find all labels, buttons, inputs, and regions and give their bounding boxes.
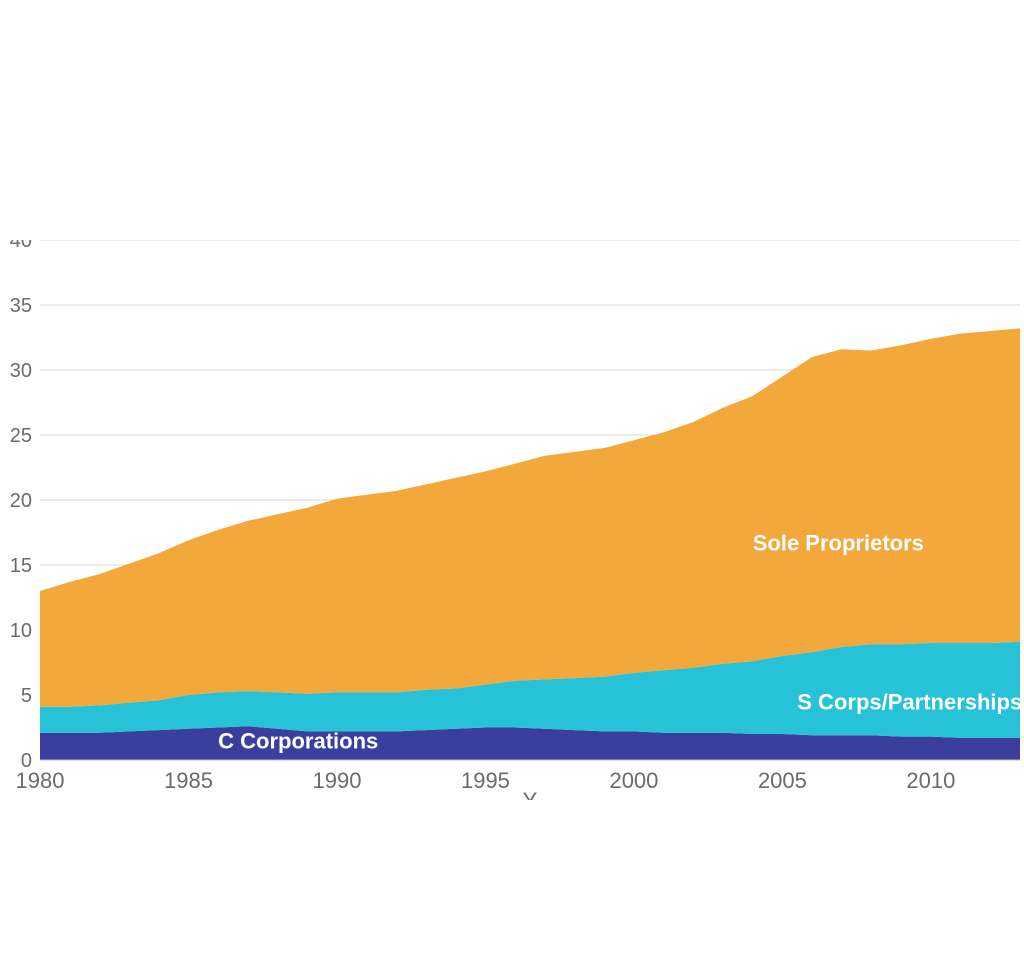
- x-tick-label: 1995: [461, 768, 510, 793]
- x-axis-label-cut: Y: [523, 788, 538, 800]
- y-tick-label: 20: [10, 490, 32, 512]
- y-tick-label: 30: [10, 360, 32, 382]
- x-tick-label: 1980: [16, 768, 65, 793]
- x-tick-label: 2010: [906, 768, 955, 793]
- y-tick-label: 35: [10, 295, 32, 317]
- series-label-s-corps-partnerships: S Corps/Partnerships: [797, 689, 1022, 714]
- y-tick-label: 5: [21, 685, 32, 707]
- x-tick-label: 1990: [312, 768, 361, 793]
- series-label-c-corporations: C Corporations: [218, 728, 378, 753]
- x-tick-label: 2005: [758, 768, 807, 793]
- y-tick-label: 40: [10, 240, 32, 252]
- y-tick-label: 10: [10, 620, 32, 642]
- y-tick-label: 25: [10, 425, 32, 447]
- x-tick-label: 1985: [164, 768, 213, 793]
- chart-svg: 0510152025303540198019851990199520002005…: [0, 240, 1024, 800]
- series-label-sole-proprietors: Sole Proprietors: [753, 531, 924, 556]
- business-types-area-chart: 0510152025303540198019851990199520002005…: [0, 240, 1024, 800]
- y-tick-label: 15: [10, 555, 32, 577]
- x-tick-label: 2000: [609, 768, 658, 793]
